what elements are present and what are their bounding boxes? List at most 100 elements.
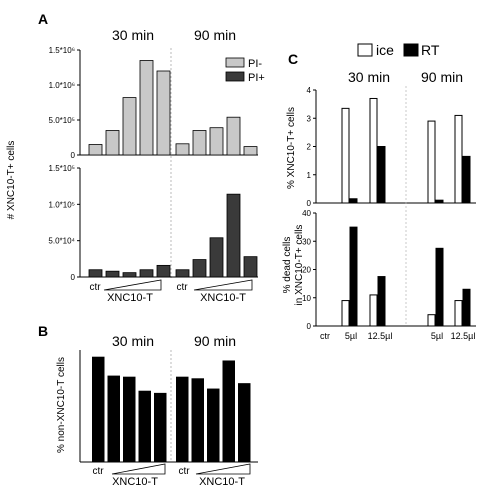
c-ctr-label: ctr (320, 331, 330, 341)
legend-swatch-pi-neg (225, 57, 245, 68)
c-bottom-ticks: 0 10 20 30 40 (302, 209, 316, 331)
a-top-bar-t30-3 (139, 60, 154, 156)
c-top-bar-t30-rt-2 (377, 146, 386, 204)
c-bottom-ylabel-line2: in XNC10-T+ cells (294, 225, 305, 306)
b-ylabel: % non-XNC10-T cells (56, 357, 67, 453)
a-time-90: 90 min (194, 27, 236, 43)
a-bottom-bar-t90-1 (192, 259, 207, 278)
b-dose-wedge-90 (195, 463, 251, 475)
a-top-bar-t90-3 (226, 116, 241, 156)
a-top-bar-t30-4 (156, 70, 171, 156)
c-top-tick-label-3: 3 (307, 114, 312, 123)
c-top-bar-t90-ice-2 (454, 114, 463, 204)
panel-label-b: B (38, 323, 48, 339)
panel-label-a: A (38, 11, 48, 27)
legend-swatch-ice (357, 43, 373, 57)
a-bottom-bar-t30-4 (156, 264, 171, 278)
c-time-30: 30 min (348, 69, 390, 85)
c-bottom-tick-label-4: 40 (302, 209, 311, 218)
b-bar-t30-3 (138, 390, 151, 462)
a-bottom-tick-label-3: 1.5*10⁵ (49, 164, 75, 173)
a-top-bar-t90-4 (243, 146, 258, 156)
legend-label-pi-pos: PI+ (248, 72, 265, 84)
c-bottom-bar-t30-rt-1 (349, 226, 358, 327)
b-chart (79, 350, 258, 463)
a-top-chart: 0 5.0*10⁵ 1.0*10⁶ 1.5*10⁶ (49, 46, 258, 280)
c-bottom-tick-label-1: 10 (302, 294, 311, 303)
c-top-ticks: 0 1 2 3 4 (307, 86, 316, 208)
c-dose2-label-90: 12.5µl (451, 331, 476, 341)
a-bottom-tick-label-2: 1.0*10⁵ (49, 200, 75, 209)
a-top-bars (88, 60, 258, 156)
c-bottom-ylabel-line1: % dead cells (282, 237, 293, 294)
a-bottom-ticks: 0 5.0*10⁴ 1.0*10⁵ 1.5*10⁵ (48, 164, 80, 282)
a-bottom-bar-t30-0 (88, 269, 103, 278)
a-dose-wedge-30 (103, 279, 162, 291)
b-bar-t90-0 (176, 376, 189, 462)
b-time-30: 30 min (112, 333, 154, 349)
c-dose1-label-90: 5µl (431, 331, 443, 341)
b-bar-t30-0 (92, 356, 105, 462)
a-bottom-bars (88, 193, 258, 278)
a-bottom-bar-t90-3 (226, 193, 241, 278)
a-treatment-label-30: XNC10-T (107, 292, 153, 304)
a-time-30: 30 min (112, 27, 154, 43)
a-bottom-tick-label-1: 5.0*10⁴ (48, 237, 75, 246)
b-bar-t30-2 (123, 376, 136, 462)
legend-label-ice: ice (376, 42, 394, 58)
a-bottom-bar-t30-2 (122, 272, 137, 278)
a-bottom-bar-t90-4 (243, 256, 258, 278)
c-bottom-bar-t90-rt-2 (462, 288, 471, 327)
a-ctr-label-30: ctr (89, 282, 101, 293)
c-legend: ice RT (357, 42, 440, 58)
c-bottom-bar-t30-rt-2 (377, 276, 386, 327)
a-legend: PI- PI+ (225, 57, 265, 84)
panel-label-c: C (288, 51, 298, 67)
c-bottom-bar-t30-ice-1 (341, 300, 350, 327)
legend-label-rt: RT (421, 42, 440, 58)
c-top-bar-t90-ice-1 (427, 120, 436, 204)
a-top-tick-label-0: 0 (71, 151, 76, 160)
a-top-bar-t30-0 (88, 144, 103, 156)
c-dose1-label-30: 5µl (345, 331, 357, 341)
c-top-tick-label-4: 4 (307, 86, 312, 95)
c-bottom-ylabel: % dead cells in XNC10-T+ cells (282, 225, 305, 306)
b-bar-t30-1 (107, 375, 120, 462)
c-top-tick-label-0: 0 (307, 199, 312, 208)
a-dose-wedge-90 (193, 279, 253, 291)
c-top-bar-t30-rt-1 (349, 198, 358, 204)
a-top-bar-t30-1 (105, 130, 120, 156)
c-bottom-bar-t90-ice-2 (454, 300, 463, 327)
a-top-bar-t90-2 (209, 127, 224, 156)
b-bar-t90-3 (222, 360, 235, 462)
a-bottom-bar-t90-0 (175, 269, 190, 278)
a-treatment-label-90: XNC10-T (200, 292, 246, 304)
c-top-bar-t90-rt-2 (462, 155, 471, 204)
a-top-bar-t30-2 (122, 97, 137, 156)
c-time-90: 90 min (421, 69, 463, 85)
b-bar-t90-4 (238, 383, 251, 462)
a-bottom-bar-t30-3 (139, 269, 154, 278)
b-time-90: 90 min (194, 333, 236, 349)
b-bar-t90-2 (207, 388, 220, 462)
a-top-tick-label-2: 1.0*10⁶ (49, 81, 75, 90)
c-top-ylabel: % XNC10-T+ cells (286, 107, 297, 189)
legend-swatch-pi-pos (225, 71, 245, 82)
a-top-bar-t90-0 (175, 143, 190, 156)
a-bottom-bar-t90-2 (209, 237, 224, 278)
b-treatment-label-90: XNC10-T (199, 476, 245, 488)
c-top-bar-t30-ice-2 (369, 97, 378, 204)
a-top-bar-t90-1 (192, 130, 207, 156)
c-bottom-tick-label-2: 20 (302, 266, 311, 275)
c-bottom-bars (341, 226, 471, 327)
a-top-ticks: 0 5.0*10⁵ 1.0*10⁶ 1.5*10⁶ (49, 46, 80, 160)
c-top-tick-label-2: 2 (307, 143, 312, 152)
a-top-tick-label-1: 5.0*10⁵ (49, 116, 75, 125)
b-ctr-label-90: ctr (178, 466, 190, 477)
c-top-bar-t30-ice-1 (341, 107, 350, 204)
c-bottom-tick-label-3: 30 (302, 237, 311, 246)
legend-swatch-rt (403, 43, 419, 57)
b-dose-wedge-30 (111, 463, 166, 475)
a-bottom-tick-label-0: 0 (71, 273, 76, 282)
